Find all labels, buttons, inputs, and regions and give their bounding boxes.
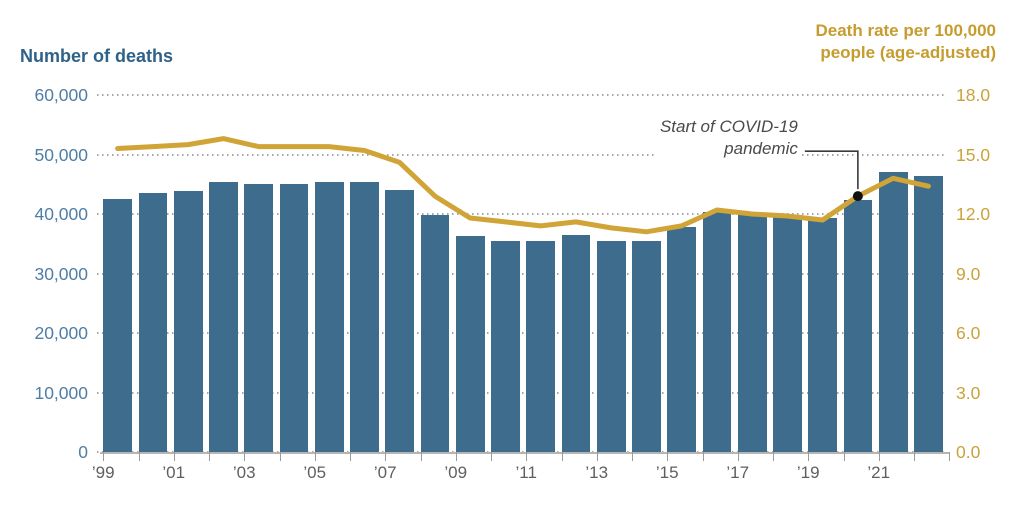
- x-axis-label-2019: ’19: [796, 463, 820, 482]
- covid-annotation-line-1: Start of COVID-19: [659, 117, 798, 137]
- x-axis-label-2011: ’11: [515, 463, 537, 482]
- x-axis-tick: [491, 452, 492, 461]
- x-axis-tick: [632, 452, 633, 461]
- x-axis-label-2005: ’05: [303, 463, 327, 482]
- bar-2012: [561, 234, 591, 452]
- x-axis-label-2009: ’09: [444, 463, 468, 482]
- gridline: [97, 332, 946, 334]
- right-axis-tick-label: 12.0: [956, 204, 991, 224]
- bar-2004: [279, 184, 309, 452]
- x-axis-tick: [843, 452, 845, 461]
- left-axis-tick-label: 30,000: [34, 263, 88, 284]
- death-rate-line: [115, 136, 931, 235]
- x-axis-label-1999: ’99: [91, 463, 115, 482]
- gridline: [97, 94, 946, 96]
- x-axis-tick: [561, 452, 563, 461]
- gridline: [97, 391, 946, 394]
- x-axis-tick: [314, 452, 316, 461]
- bar-2001: [173, 190, 203, 452]
- right-axis-tick-label: 3.0: [956, 382, 981, 403]
- x-axis-label-2015: ’15: [655, 463, 679, 482]
- right-axis-tick-label: 0.0: [956, 442, 981, 462]
- bar-2017: [737, 213, 767, 452]
- x-axis-tick: [526, 452, 528, 461]
- left-axis-tick-label: 10,000: [34, 382, 88, 403]
- right-axis-tick-label: 15.0: [956, 144, 991, 165]
- bar-2022: [914, 175, 943, 452]
- bar-2020: [843, 200, 873, 452]
- left-axis-tick-label: 50,000: [34, 144, 88, 165]
- gridline: [97, 272, 946, 275]
- annotation-connector-line: [804, 150, 859, 190]
- right-axis-title-line-1: Death rate per 100,000: [815, 21, 997, 40]
- plot-area: Start of COVID-19 pandemic: [97, 94, 946, 453]
- x-axis-label-2013: ’13: [585, 463, 609, 482]
- bar-2005: [314, 181, 344, 452]
- x-axis-label-2007: ’07: [373, 463, 397, 482]
- gridline: [97, 213, 946, 215]
- x-axis-tick: [702, 452, 704, 461]
- right-axis-title-line-2: people (age-adjusted): [820, 43, 996, 62]
- covid-annotation-dot: [852, 191, 863, 202]
- bar-2002: [209, 181, 238, 452]
- x-axis-tick: [244, 452, 246, 461]
- x-axis-tick: [596, 452, 598, 461]
- bar-2010: [491, 240, 520, 452]
- x-axis-label-2001: ’01: [162, 463, 186, 482]
- x-axis-tick: [737, 452, 739, 461]
- bar-2014: [632, 241, 661, 452]
- bar-2008: [420, 215, 450, 452]
- x-axis-tick: [949, 452, 951, 461]
- x-axis-tick: [209, 452, 210, 461]
- death-rate-line-layer: [115, 136, 931, 235]
- bar-2009: [455, 236, 485, 452]
- left-axis-tick-label: 60,000: [34, 85, 88, 105]
- right-axis-title: Death rate per 100,000 people (age-adjus…: [816, 20, 997, 64]
- bar-1999: [103, 199, 132, 452]
- bar-2016: [702, 211, 732, 452]
- left-axis-tick-label: 20,000: [34, 323, 88, 343]
- left-axis-title: Number of deaths: [20, 46, 174, 66]
- right-axis-tick-label: 6.0: [956, 323, 981, 343]
- gridline: [97, 153, 946, 156]
- covid-annotation-line-2: pandemic: [724, 139, 798, 159]
- bar-2021: [878, 172, 908, 452]
- covid-annotation-label: Start of COVID-19 pandemic: [656, 116, 801, 161]
- x-axis-tick: [385, 452, 387, 461]
- x-axis-label-2003: ’03: [232, 463, 256, 482]
- x-axis-tick: [455, 452, 457, 461]
- left-axis-tick-label: 0: [78, 442, 88, 462]
- x-axis-tick: [667, 452, 669, 461]
- x-axis-tick: [878, 452, 880, 461]
- bar-2007: [385, 190, 414, 452]
- right-axis-tick-label: 9.0: [956, 263, 981, 284]
- left-axis-tick-label: 40,000: [34, 204, 88, 224]
- x-axis-baseline: [100, 452, 949, 454]
- x-axis-label-2017: ’17: [726, 463, 750, 482]
- bar-2018: [773, 215, 802, 452]
- bar-2013: [596, 241, 626, 452]
- x-axis-label-2021: ’21: [867, 463, 891, 482]
- right-axis-tick-label: 18.0: [956, 85, 991, 105]
- bar-2019: [808, 218, 837, 452]
- x-axis-tick: [103, 452, 105, 461]
- bar-2003: [244, 184, 273, 452]
- x-axis-tick: [350, 452, 351, 461]
- x-axis-tick: [773, 452, 774, 461]
- x-axis-tick: [914, 452, 915, 461]
- x-axis-tick: [279, 452, 281, 461]
- bar-2015: [667, 226, 696, 452]
- x-axis-tick: [808, 452, 810, 461]
- bar-2000: [138, 193, 168, 452]
- bar-2006: [350, 181, 379, 452]
- bar-2011: [526, 241, 555, 452]
- x-axis-tick: [173, 452, 175, 461]
- x-axis-tick: [138, 452, 140, 461]
- x-axis-tick: [420, 452, 422, 461]
